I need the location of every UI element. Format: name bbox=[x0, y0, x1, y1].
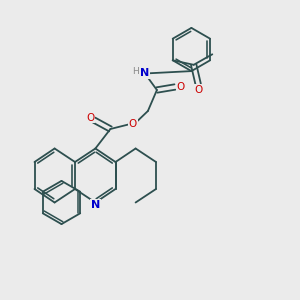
Text: N: N bbox=[140, 68, 149, 79]
Text: O: O bbox=[177, 82, 185, 92]
Text: O: O bbox=[194, 85, 202, 95]
Text: O: O bbox=[129, 119, 137, 130]
Text: O: O bbox=[86, 112, 94, 123]
Text: H: H bbox=[132, 68, 139, 76]
Text: N: N bbox=[91, 200, 100, 210]
